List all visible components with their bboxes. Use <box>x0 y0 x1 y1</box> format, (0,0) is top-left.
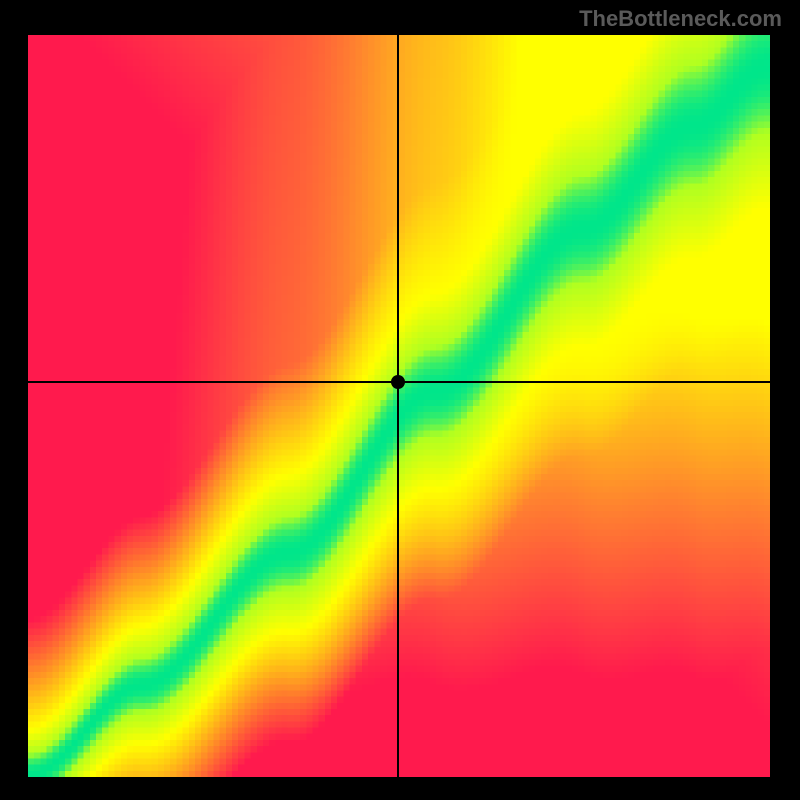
crosshair-vertical <box>397 35 399 777</box>
intersection-marker <box>391 375 405 389</box>
watermark-text: TheBottleneck.com <box>579 6 782 32</box>
plot-area <box>28 35 770 777</box>
heatmap-canvas <box>28 35 770 777</box>
